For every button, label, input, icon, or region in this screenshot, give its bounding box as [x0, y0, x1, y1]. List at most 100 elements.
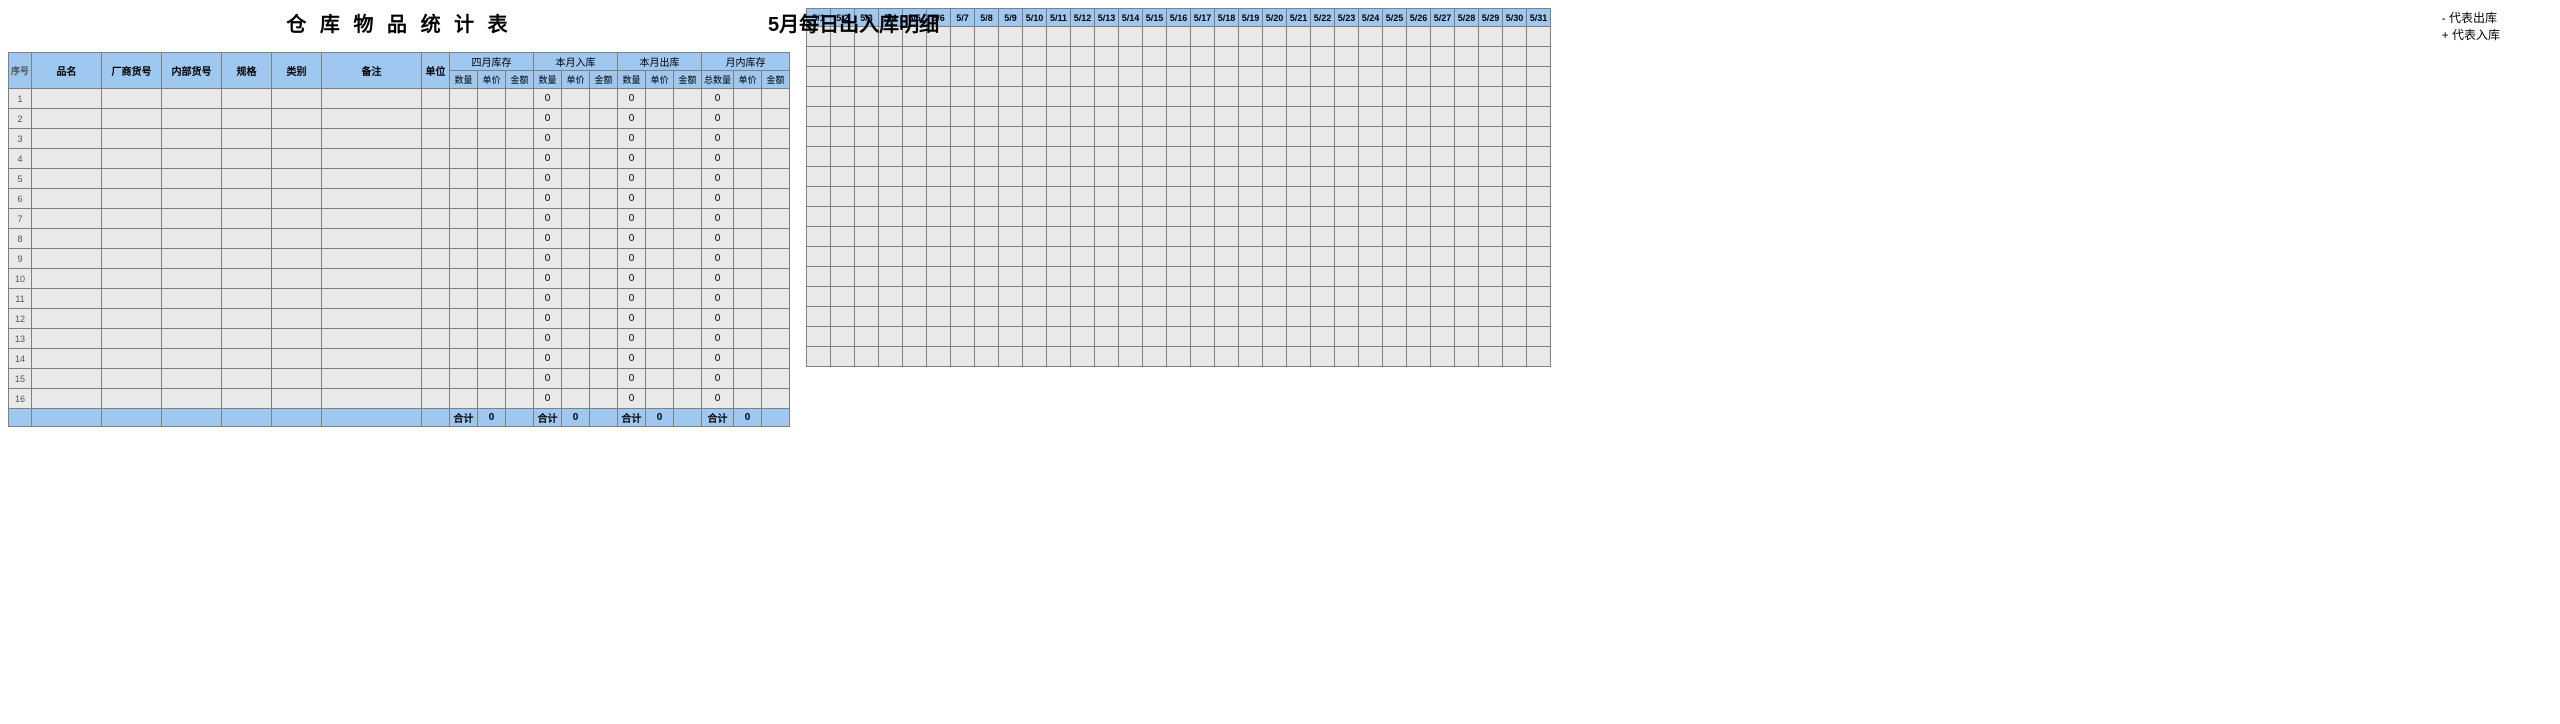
day-cell[interactable]: [1287, 207, 1311, 227]
cell-qty-out[interactable]: 0: [618, 369, 646, 389]
day-cell[interactable]: [855, 227, 879, 247]
day-cell[interactable]: [1095, 327, 1119, 347]
cell[interactable]: [450, 109, 478, 129]
day-cell[interactable]: [1431, 227, 1455, 247]
day-cell[interactable]: [1191, 347, 1215, 367]
day-cell[interactable]: [879, 247, 903, 267]
day-cell[interactable]: [1143, 327, 1167, 347]
cell[interactable]: [32, 89, 102, 109]
day-cell[interactable]: [999, 207, 1023, 227]
day-cell[interactable]: [1143, 267, 1167, 287]
day-cell[interactable]: [1335, 167, 1359, 187]
cell[interactable]: [734, 229, 762, 249]
day-cell[interactable]: [1119, 247, 1143, 267]
day-cell[interactable]: [1527, 107, 1551, 127]
cell-qty-in[interactable]: 0: [534, 89, 562, 109]
day-cell[interactable]: [1431, 127, 1455, 147]
day-cell[interactable]: [831, 307, 855, 327]
day-cell[interactable]: [1335, 327, 1359, 347]
day-cell[interactable]: [1527, 167, 1551, 187]
day-cell[interactable]: [1239, 67, 1263, 87]
day-cell[interactable]: [807, 327, 831, 347]
day-cell[interactable]: [1119, 147, 1143, 167]
cell[interactable]: [674, 329, 702, 349]
cell[interactable]: [322, 389, 422, 409]
cell[interactable]: [102, 289, 162, 309]
cell[interactable]: [222, 389, 272, 409]
day-cell[interactable]: [1527, 47, 1551, 67]
day-cell[interactable]: [855, 47, 879, 67]
cell[interactable]: [590, 209, 618, 229]
day-cell[interactable]: [1359, 287, 1383, 307]
cell[interactable]: [762, 109, 790, 129]
day-cell[interactable]: [1479, 127, 1503, 147]
cell[interactable]: [322, 289, 422, 309]
day-cell[interactable]: [831, 47, 855, 67]
cell[interactable]: [646, 349, 674, 369]
cell[interactable]: [506, 309, 534, 329]
day-cell[interactable]: [1287, 127, 1311, 147]
cell[interactable]: [506, 149, 534, 169]
day-cell[interactable]: [1359, 127, 1383, 147]
cell[interactable]: [322, 229, 422, 249]
day-cell[interactable]: [855, 67, 879, 87]
day-cell[interactable]: [1527, 67, 1551, 87]
day-cell[interactable]: [855, 267, 879, 287]
day-cell[interactable]: [999, 327, 1023, 347]
day-cell[interactable]: [903, 327, 927, 347]
cell[interactable]: [102, 89, 162, 109]
cell-qty-balance[interactable]: 0: [702, 329, 734, 349]
day-cell[interactable]: [1215, 147, 1239, 167]
day-cell[interactable]: [1335, 47, 1359, 67]
day-cell[interactable]: [1239, 307, 1263, 327]
cell[interactable]: [102, 209, 162, 229]
cell[interactable]: [734, 189, 762, 209]
cell[interactable]: [102, 269, 162, 289]
day-cell[interactable]: [975, 127, 999, 147]
day-cell[interactable]: [1239, 187, 1263, 207]
day-cell[interactable]: [1455, 287, 1479, 307]
day-cell[interactable]: [1263, 327, 1287, 347]
day-cell[interactable]: [1143, 347, 1167, 367]
cell[interactable]: [322, 109, 422, 129]
cell[interactable]: [590, 169, 618, 189]
cell[interactable]: [562, 269, 590, 289]
day-cell[interactable]: [1191, 267, 1215, 287]
cell-qty-in[interactable]: 0: [534, 349, 562, 369]
day-cell[interactable]: [807, 87, 831, 107]
day-cell[interactable]: [951, 227, 975, 247]
day-cell[interactable]: [1503, 267, 1527, 287]
day-cell[interactable]: [1071, 307, 1095, 327]
day-cell[interactable]: [1263, 227, 1287, 247]
day-cell[interactable]: [855, 287, 879, 307]
cell-qty-in[interactable]: 0: [534, 149, 562, 169]
day-cell[interactable]: [1455, 347, 1479, 367]
day-cell[interactable]: [1335, 87, 1359, 107]
cell[interactable]: [272, 189, 322, 209]
cell[interactable]: [646, 329, 674, 349]
cell[interactable]: [162, 229, 222, 249]
day-cell[interactable]: [855, 127, 879, 147]
day-cell[interactable]: [1479, 107, 1503, 127]
cell[interactable]: [478, 349, 506, 369]
cell-qty-in[interactable]: 0: [534, 269, 562, 289]
cell[interactable]: [322, 269, 422, 289]
day-cell[interactable]: [1503, 307, 1527, 327]
cell[interactable]: [734, 389, 762, 409]
day-cell[interactable]: [1311, 287, 1335, 307]
day-cell[interactable]: [1359, 187, 1383, 207]
cell[interactable]: [450, 189, 478, 209]
cell[interactable]: [590, 329, 618, 349]
day-cell[interactable]: [831, 147, 855, 167]
day-cell[interactable]: [903, 147, 927, 167]
day-cell[interactable]: [1047, 307, 1071, 327]
day-cell[interactable]: [1119, 87, 1143, 107]
cell-qty-balance[interactable]: 0: [702, 389, 734, 409]
day-cell[interactable]: [1503, 287, 1527, 307]
day-cell[interactable]: [1431, 67, 1455, 87]
cell[interactable]: [646, 129, 674, 149]
cell[interactable]: [450, 229, 478, 249]
day-cell[interactable]: [1479, 347, 1503, 367]
day-cell[interactable]: [1119, 347, 1143, 367]
day-cell[interactable]: [1119, 207, 1143, 227]
